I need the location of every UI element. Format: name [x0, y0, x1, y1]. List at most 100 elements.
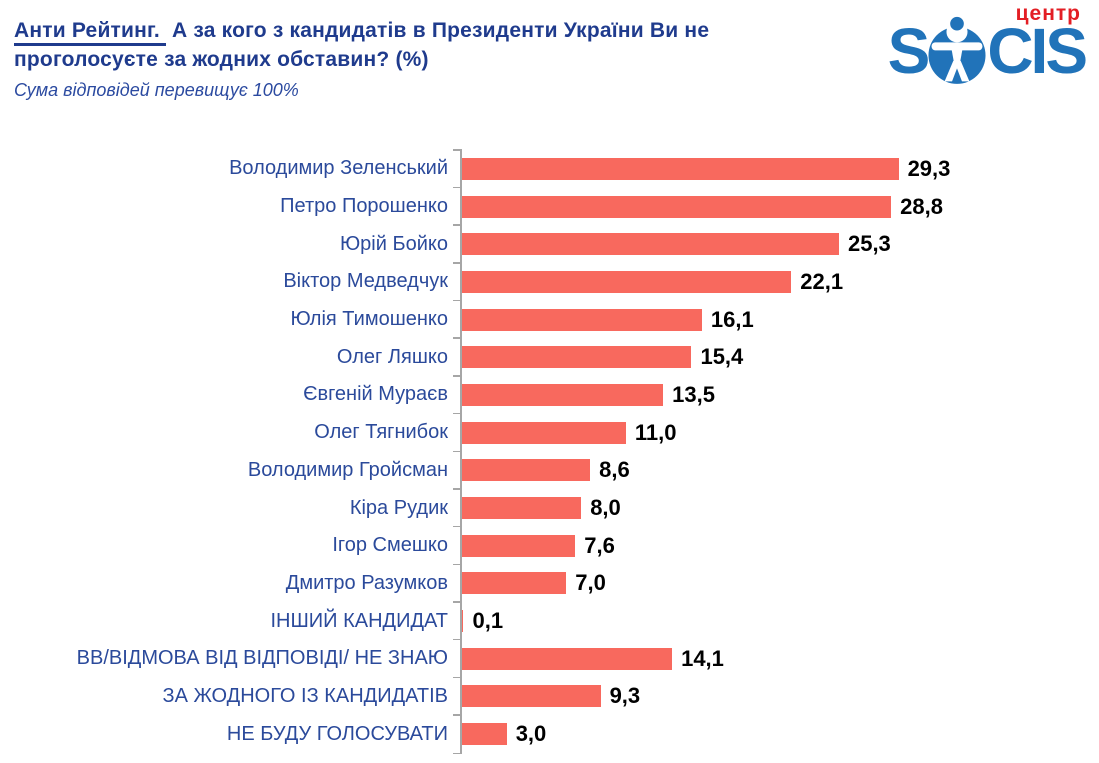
bar — [462, 723, 507, 746]
bar-value: 9,3 — [609, 683, 641, 709]
chart-row: НЕ БУДУ ГОЛОСУВАТИ 3,0 — [0, 714, 1099, 754]
category-label: Кіра Рудик — [349, 496, 448, 519]
bar — [462, 233, 839, 256]
category-label: ВВ/ВІДМОВА ВІД ВІДПОВІДІ/ НЕ ЗНАЮ — [76, 647, 448, 670]
axis-tick — [453, 299, 462, 302]
bar — [462, 685, 601, 708]
axis-tick — [453, 601, 462, 603]
bar-value: 7,6 — [584, 532, 615, 558]
category-label: ЗА ЖОДНОГО ІЗ КАНДИДАТІВ — [162, 684, 448, 707]
bar-value: 8,6 — [599, 457, 630, 483]
header: Анти Рейтинг. А за кого з кандидатів в П… — [14, 16, 844, 101]
bar — [462, 308, 702, 331]
axis-tick — [453, 375, 462, 377]
bar-area: 15,4 — [453, 337, 1099, 377]
axis-tick — [453, 262, 462, 264]
bar-value: 11,0 — [634, 419, 677, 445]
bar-value: 8,0 — [590, 495, 621, 521]
bar-value: 29,3 — [907, 155, 951, 181]
category-label: Дмитро Разумков — [285, 571, 448, 594]
axis-tick — [453, 488, 462, 490]
chart-row: Юлія Тимошенко 16,1 — [0, 299, 1099, 339]
category-label: ІНШИЙ КАНДИДАТ — [270, 609, 448, 632]
bar — [462, 497, 582, 520]
chart-row: Євгеній Мураєв 13,5 — [0, 375, 1099, 414]
axis-tick — [453, 714, 462, 716]
bar-value: 25,3 — [847, 231, 891, 257]
chart-row: Кіра Рудик 8,0 — [0, 488, 1099, 527]
bar-value: 22,1 — [800, 268, 844, 294]
bar-area: 7,6 — [453, 525, 1099, 565]
logo-wordmark: S CIS — [850, 15, 1088, 87]
axis-tick — [453, 752, 462, 754]
axis-tick — [453, 450, 462, 452]
category-label: Олег Тягнибок — [314, 421, 448, 444]
chart-row: Петро Порошенко 28,8 — [0, 186, 1099, 226]
bar — [462, 157, 899, 180]
axis-tick — [453, 525, 462, 528]
bar — [462, 610, 464, 633]
bar-area: 0,1 — [453, 601, 1099, 640]
category-label: НЕ БУДУ ГОЛОСУВАТИ — [226, 722, 448, 745]
bar-value: 15,4 — [700, 344, 744, 370]
bar-area: 28,8 — [453, 186, 1099, 226]
chart-row: Олег Тягнибок 11,0 — [0, 412, 1099, 452]
title-emphasis: Анти Рейтинг. — [14, 19, 166, 46]
chart-row: Олег Ляшко 15,4 — [0, 337, 1099, 377]
bar — [462, 195, 892, 218]
bar-area: 29,3 — [453, 149, 1099, 188]
bar-value: 0,1 — [472, 608, 504, 634]
bar-area: 16,1 — [453, 299, 1099, 339]
bar — [462, 534, 576, 557]
category-label: Євгеній Мураєв — [303, 383, 448, 406]
vitruvian-person-icon — [927, 16, 987, 86]
bar-value: 3,0 — [515, 721, 547, 747]
axis-tick — [453, 563, 462, 566]
category-label: Володимир Гройсман — [247, 458, 448, 481]
chart-row: Віктор Медведчук 22,1 — [0, 262, 1099, 301]
bar-value: 28,8 — [900, 193, 943, 219]
chart-row: ЗА ЖОДНОГО ІЗ КАНДИДАТІВ 9,3 — [0, 676, 1099, 716]
axis-tick — [453, 412, 462, 415]
chart-row: ВВ/ВІДМОВА ВІД ВІДПОВІДІ/ НЕ ЗНАЮ 14,1 — [0, 638, 1099, 678]
bar-chart: Володимир Зеленський 29,3 Петро Порошенко 2… — [0, 149, 1099, 754]
logo-letter-s: S — [887, 15, 931, 87]
bar-area: 13,5 — [453, 375, 1099, 414]
category-label: Юлія Тимошенко — [290, 308, 449, 331]
bar-area: 22,1 — [453, 262, 1099, 301]
bar-value: 16,1 — [710, 306, 754, 332]
axis-tick — [453, 224, 462, 226]
axis-tick — [453, 149, 462, 151]
chart-row: Володимир Зеленський 29,3 — [0, 149, 1099, 188]
bar-area: 3,0 — [453, 714, 1099, 754]
chart-row: Володимир Гройсман 8,6 — [0, 450, 1099, 490]
bar — [462, 572, 567, 595]
bar — [462, 459, 591, 482]
bar-area: 11,0 — [453, 412, 1099, 452]
category-label: Юрій Бойко — [339, 232, 448, 255]
bar — [462, 421, 626, 444]
bar-area: 9,3 — [453, 676, 1099, 716]
chart-row: ІНШИЙ КАНДИДАТ 0,1 — [0, 601, 1099, 640]
bar-value: 13,5 — [672, 381, 715, 407]
logo-tagline: центр — [1015, 2, 1081, 25]
chart-row: Дмитро Разумков 7,0 — [0, 563, 1099, 603]
page-title: Анти Рейтинг. А за кого з кандидатів в П… — [14, 16, 844, 74]
axis-tick — [453, 638, 462, 641]
category-label: Віктор Медведчук — [283, 270, 448, 293]
bar-area: 8,6 — [453, 450, 1099, 490]
category-label: Володимир Зеленський — [229, 157, 448, 180]
category-label: Ігор Смешко — [332, 534, 448, 557]
title-question: А за кого з кандидатів в Президенти Укра… — [14, 19, 710, 71]
axis-tick — [453, 676, 462, 679]
socis-logo: центр S CIS — [850, 2, 1088, 87]
page-subtitle: Сума відповідей перевищує 100% — [14, 80, 299, 100]
bar-area: 8,0 — [453, 488, 1099, 527]
axis-tick — [453, 337, 462, 339]
axis-tick — [453, 186, 462, 189]
bar — [462, 346, 692, 369]
bar — [462, 270, 792, 293]
chart-row: Ігор Смешко 7,6 — [0, 525, 1099, 565]
bar-value: 14,1 — [681, 645, 724, 671]
